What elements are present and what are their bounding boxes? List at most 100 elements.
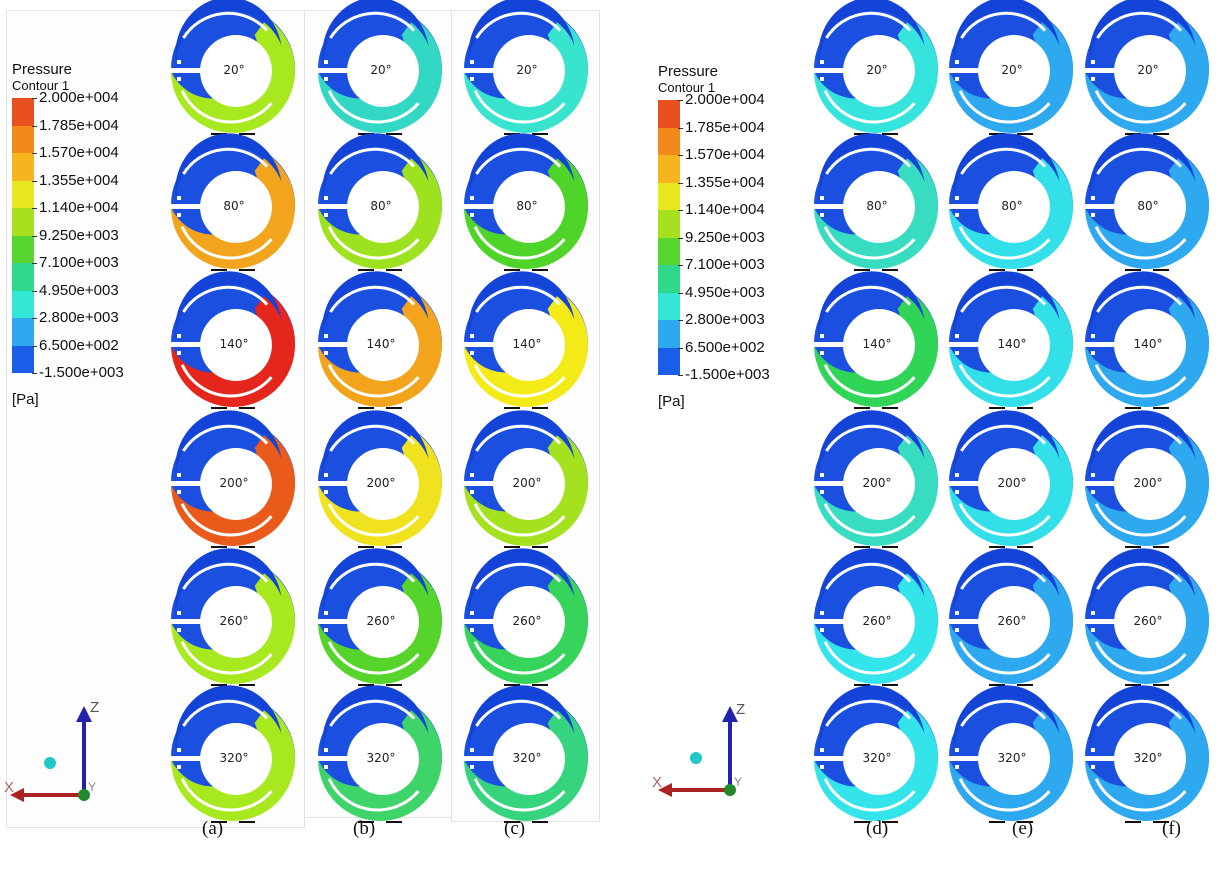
legend-color-band bbox=[12, 235, 34, 263]
ring-core bbox=[493, 723, 565, 795]
scale-bar bbox=[239, 133, 255, 135]
ring-gap-lower bbox=[1094, 641, 1187, 675]
ring-core bbox=[843, 171, 915, 243]
ring-gap-upper bbox=[475, 562, 562, 590]
ring-slot bbox=[317, 481, 352, 486]
legend-color-band bbox=[658, 155, 680, 183]
legend-color-bar bbox=[12, 98, 34, 373]
ring-slot bbox=[170, 68, 205, 73]
ring-notch bbox=[177, 473, 181, 477]
contour-ring: 140° bbox=[813, 271, 939, 409]
legend-color-band bbox=[658, 265, 680, 293]
angle-label: 140° bbox=[367, 337, 396, 351]
ring-core bbox=[843, 448, 915, 520]
ring-core bbox=[493, 171, 565, 243]
scale-bar bbox=[1153, 546, 1169, 548]
scale-bar bbox=[532, 407, 548, 409]
contour-ring: 20° bbox=[813, 0, 939, 135]
legend-tick-label: 1.570e+004 bbox=[32, 144, 119, 161]
ring-notch bbox=[1091, 628, 1095, 632]
angle-label: 320° bbox=[513, 751, 542, 765]
ring-core bbox=[347, 723, 419, 795]
ring-pressure-region bbox=[949, 431, 1074, 546]
contour-ring: 140° bbox=[317, 271, 443, 409]
ring-gap-upper bbox=[329, 147, 416, 175]
ring-inner-arm bbox=[953, 548, 1060, 616]
ring-inner-arm bbox=[175, 0, 282, 65]
ring-inner-arm bbox=[1089, 548, 1196, 616]
ring-core bbox=[493, 309, 565, 381]
ring-inner-arm bbox=[953, 685, 1060, 753]
ring-core bbox=[1114, 309, 1186, 381]
ring-pressure-region bbox=[171, 431, 296, 546]
scale-bar bbox=[1125, 407, 1141, 409]
ring-slot bbox=[948, 481, 983, 486]
ring-notch bbox=[1091, 334, 1095, 338]
ring-notch bbox=[1091, 77, 1095, 81]
ring-inner-arm bbox=[953, 271, 1060, 339]
ring-notch bbox=[470, 213, 474, 217]
contour-ring: 260° bbox=[948, 548, 1074, 686]
z-axis-arrow bbox=[76, 706, 92, 722]
ring-notch bbox=[955, 473, 959, 477]
ring-inner-arm bbox=[175, 410, 282, 478]
ring-slot bbox=[813, 481, 848, 486]
angle-label: 200° bbox=[513, 476, 542, 490]
angle-label: 200° bbox=[863, 476, 892, 490]
ring-core bbox=[978, 309, 1050, 381]
ring-core bbox=[347, 35, 419, 107]
ring-inner-arm bbox=[818, 271, 925, 339]
pressure-legend-left: Pressure Contour 1 2.000e+004 1.785e+004 1… bbox=[12, 62, 172, 422]
ring-notch bbox=[955, 77, 959, 81]
contour-ring: 20° bbox=[463, 0, 589, 135]
ring-pressure-region bbox=[814, 706, 939, 821]
ring-notch bbox=[324, 334, 328, 338]
ring-slot bbox=[170, 481, 205, 486]
ring-notch bbox=[955, 213, 959, 217]
scale-bar bbox=[1153, 821, 1169, 823]
contour-ring: 20° bbox=[1084, 0, 1210, 135]
ring-notch bbox=[470, 628, 474, 632]
ring-core bbox=[843, 723, 915, 795]
ring-inner-arm bbox=[818, 685, 925, 753]
ring-core bbox=[493, 586, 565, 658]
ring-notch bbox=[177, 628, 181, 632]
view-sphere bbox=[44, 757, 56, 769]
scale-bar bbox=[211, 133, 227, 135]
ring-gap-lower bbox=[1094, 90, 1187, 124]
ring-notch bbox=[470, 473, 474, 477]
ring-slot bbox=[813, 619, 848, 624]
contour-ring: 260° bbox=[317, 548, 443, 686]
ring-gap-lower bbox=[327, 90, 420, 124]
ring-gap-upper bbox=[182, 699, 269, 727]
ring-pressure-region bbox=[1085, 154, 1210, 269]
contour-ring: 320° bbox=[463, 685, 589, 823]
contour-ring: 200° bbox=[948, 410, 1074, 548]
caption-d: (d) bbox=[866, 818, 889, 839]
ring-gap-lower bbox=[958, 364, 1051, 398]
ring-notch bbox=[177, 611, 181, 615]
ring-notch bbox=[820, 765, 824, 769]
angle-label: 80° bbox=[1001, 199, 1022, 213]
ring-gap-lower bbox=[1094, 503, 1187, 537]
ring-pressure-region bbox=[814, 569, 939, 684]
ring-notch bbox=[324, 351, 328, 355]
ring-slot bbox=[317, 756, 352, 761]
angle-label: 260° bbox=[998, 614, 1027, 628]
legend-tick-label: 1.140e+004 bbox=[32, 199, 119, 216]
ring-notch bbox=[177, 490, 181, 494]
angle-label: 20° bbox=[1137, 63, 1158, 77]
scale-bar bbox=[882, 546, 898, 548]
scale-bar bbox=[882, 269, 898, 271]
ring-gap-upper bbox=[960, 699, 1047, 727]
scale-bar bbox=[358, 133, 374, 135]
ring-core bbox=[1114, 586, 1186, 658]
ring-gap-lower bbox=[823, 503, 916, 537]
ring-slot bbox=[948, 619, 983, 624]
y-axis-origin bbox=[78, 789, 90, 801]
scale-bar bbox=[1125, 269, 1141, 271]
ring-notch bbox=[177, 765, 181, 769]
ring-notch bbox=[955, 196, 959, 200]
ring-notch bbox=[324, 611, 328, 615]
ring-notch bbox=[1091, 611, 1095, 615]
